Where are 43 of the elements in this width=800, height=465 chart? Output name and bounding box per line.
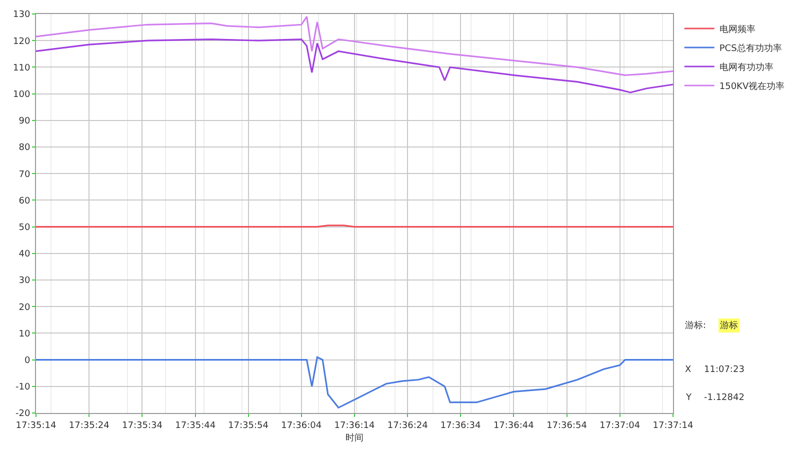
legend-label: PCS总有功功率 — [719, 43, 782, 54]
x-tick-label: 17:36:04 — [281, 420, 322, 431]
text: 11:07:23 — [704, 365, 744, 375]
x-tick-label: 17:37:04 — [600, 420, 640, 431]
x-tick-label: 17:36:44 — [493, 420, 534, 431]
y-tick-label: 130 — [13, 10, 30, 20]
y-tick-label: 40 — [18, 250, 30, 260]
x-tick-label: 17:36:54 — [546, 420, 588, 431]
y-tick-label: -10 — [15, 382, 30, 393]
y-tick-label: 70 — [18, 170, 30, 180]
x-tick-label: 17:35:34 — [122, 420, 163, 431]
legend-label: 电网有功功率 — [719, 62, 774, 74]
y-tick-label: 20 — [18, 302, 30, 313]
y-tick-label: 90 — [18, 116, 30, 127]
text: 游标 — [720, 320, 738, 331]
x-tick-label: 17:35:54 — [228, 420, 269, 431]
y-tick-label: 50 — [18, 222, 30, 233]
line-series — [36, 16, 673, 76]
y-tick-label: 110 — [13, 63, 30, 74]
x-tick-label: 17:35:24 — [68, 420, 110, 431]
line-series — [36, 38, 673, 94]
text: X — [685, 365, 692, 375]
x-tick-label: 17:36:34 — [440, 420, 482, 431]
legend-label: 150KV视在功率 — [719, 81, 785, 92]
y-tick-label: 60 — [18, 196, 30, 206]
line-series — [36, 356, 673, 408]
y-tick-label: 120 — [13, 36, 30, 47]
text: -1.12842 — [704, 393, 744, 403]
x-tick-label: 17:36:24 — [387, 420, 428, 431]
x-tick-label: 17:35:14 — [16, 420, 56, 431]
y-tick-label: -20 — [15, 409, 30, 420]
y-tick-label: 30 — [18, 276, 30, 286]
x-tick-label: 17:36:14 — [334, 420, 375, 431]
x-axis-title: 时间 — [346, 432, 364, 444]
y-tick-label: 10 — [18, 329, 30, 340]
y-tick-label: 0 — [24, 356, 30, 366]
legend-label: 电网频率 — [719, 24, 756, 36]
y-tick-label: 80 — [18, 143, 30, 154]
x-tick-label: 17:37:14 — [652, 420, 694, 431]
y-tick-label: 100 — [13, 90, 30, 100]
text: 游标: — [685, 320, 706, 331]
x-tick-label: 17:35:44 — [175, 420, 216, 431]
text: Y — [685, 393, 692, 403]
